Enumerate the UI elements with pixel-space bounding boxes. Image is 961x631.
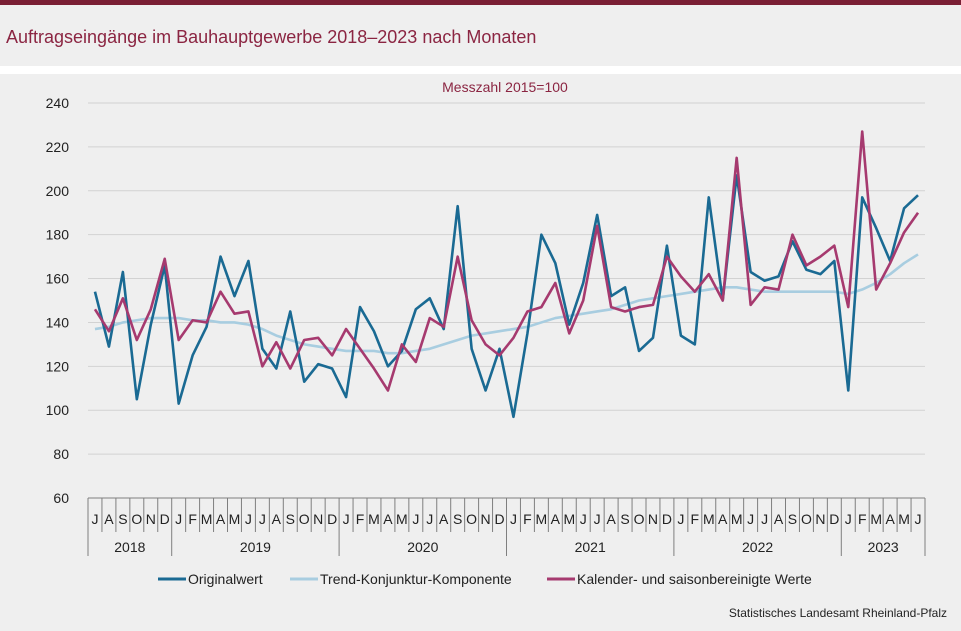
x-tick-label: A [551, 511, 561, 527]
x-tick-label: M [368, 511, 380, 527]
x-tick-label: J [412, 511, 419, 527]
x-tick-label: A [606, 511, 616, 527]
x-tick-label: S [620, 511, 629, 527]
x-tick-label: M [536, 511, 548, 527]
x-tick-label: D [829, 511, 839, 527]
x-tick-label: M [396, 511, 408, 527]
year-label: 2019 [240, 539, 271, 555]
x-tick-label: J [245, 511, 252, 527]
x-tick-label: S [286, 511, 295, 527]
year-label: 2023 [868, 539, 899, 555]
series-lines [93, 130, 920, 419]
x-tick-label: J [259, 511, 266, 527]
x-tick-label: A [216, 511, 226, 527]
x-tick-label: J [594, 511, 601, 527]
legend-label: Kalender- und saisonbereinigte Werte [577, 571, 812, 587]
x-tick-label: O [801, 511, 812, 527]
series-line-1 [94, 253, 919, 355]
y-tick-label: 160 [46, 271, 70, 287]
x-tick-label: D [327, 511, 337, 527]
year-label: 2018 [114, 539, 145, 555]
y-tick-label: 180 [46, 227, 70, 243]
legend-label: Originalwert [188, 571, 263, 587]
x-tick-label: A [104, 511, 114, 527]
x-tick-label: J [510, 511, 517, 527]
y-tick-label: 220 [46, 139, 70, 155]
x-tick-label: F [691, 511, 700, 527]
x-tick-label: F [858, 511, 867, 527]
x-tick-label: D [494, 511, 504, 527]
legend-label: Trend-Konjunktur-Komponente [320, 571, 512, 587]
x-tick-label: D [160, 511, 170, 527]
x-tick-label: O [299, 511, 310, 527]
x-tick-label: J [747, 511, 754, 527]
x-tick-label: J [677, 511, 684, 527]
x-tick-label: N [481, 511, 491, 527]
y-tick-label: 120 [46, 358, 70, 374]
x-tick-label: M [703, 511, 715, 527]
x-tick-label: A [718, 511, 728, 527]
x-tick-label: M [563, 511, 575, 527]
x-tick-label: M [870, 511, 882, 527]
x-tick-label: O [131, 511, 142, 527]
y-tick-label: 140 [46, 314, 70, 330]
x-tick-label: F [356, 511, 365, 527]
x-tick-label: J [761, 511, 768, 527]
legend: Originalwert Trend-Konjunktur-Komponente K… [158, 571, 812, 587]
series-line-2 [93, 130, 920, 392]
y-tick-label: 200 [46, 183, 70, 199]
x-tick-label: N [648, 511, 658, 527]
x-tick-label: O [634, 511, 645, 527]
x-tick-label: J [426, 511, 433, 527]
y-tick-label: 240 [46, 95, 70, 111]
year-label: 2020 [407, 539, 438, 555]
x-tick-label: M [898, 511, 910, 527]
x-tick-label: A [383, 511, 393, 527]
year-label: 2022 [742, 539, 773, 555]
chart-subtitle: Messzahl 2015=100 [442, 79, 568, 95]
x-tick-label: M [731, 511, 743, 527]
x-tick-label: N [313, 511, 323, 527]
x-tick-label: A [439, 511, 449, 527]
x-tick-label: N [815, 511, 825, 527]
y-tick-label: 80 [53, 446, 69, 462]
y-tick-label: 60 [53, 490, 69, 506]
x-tick-label: S [453, 511, 462, 527]
series-line-0 [93, 174, 919, 419]
x-tick-label: J [845, 511, 852, 527]
x-tick-label: M [229, 511, 241, 527]
chart-panel [0, 74, 961, 631]
x-tick-label: A [774, 511, 784, 527]
x-tick-label: J [343, 511, 350, 527]
x-tick-label: S [788, 511, 797, 527]
top-accent-bar [0, 0, 961, 5]
x-tick-label: A [885, 511, 895, 527]
x-tick-label: N [146, 511, 156, 527]
x-tick-label: J [91, 511, 98, 527]
x-tick-label: A [272, 511, 282, 527]
page-title: Auftragseingänge im Bauhauptgewerbe 2018… [6, 27, 537, 47]
gridlines [88, 102, 925, 455]
header: Auftragseingänge im Bauhauptgewerbe 2018… [0, 5, 961, 66]
x-tick-label: J [580, 511, 587, 527]
y-axis: 60 80 100 120 140 160 180 200 220 240 [46, 95, 70, 506]
x-tick-label: F [188, 511, 197, 527]
x-tick-label: O [466, 511, 477, 527]
x-tick-label: M [201, 511, 213, 527]
x-tick-label: S [118, 511, 127, 527]
x-tick-label: J [915, 511, 922, 527]
x-tick-label: F [523, 511, 532, 527]
x-tick-label: D [662, 511, 672, 527]
source-note: Statistisches Landesamt Rheinland-Pfalz [728, 606, 947, 620]
year-label: 2021 [575, 539, 606, 555]
x-tick-label: J [175, 511, 182, 527]
y-tick-label: 100 [46, 402, 70, 418]
